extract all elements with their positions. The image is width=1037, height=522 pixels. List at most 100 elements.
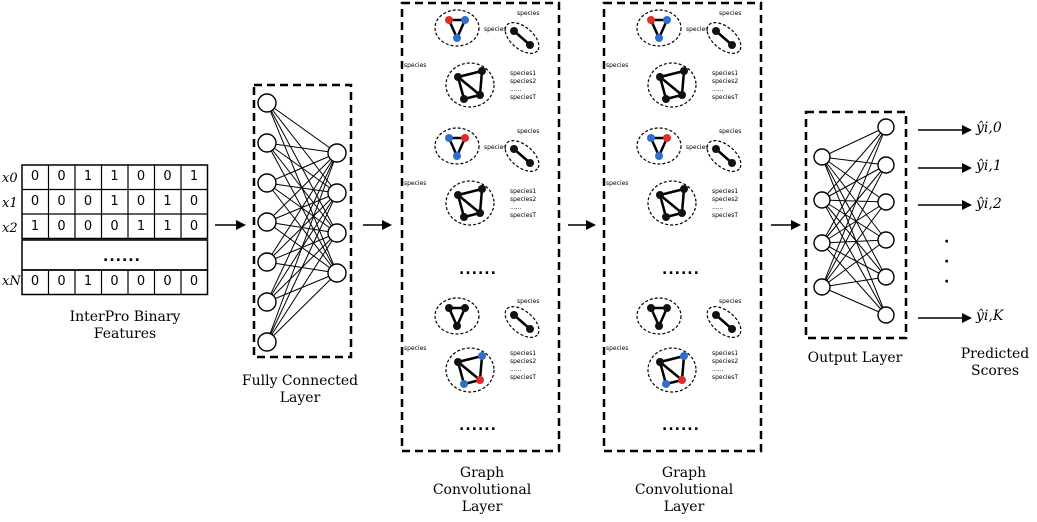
output-connection [821,201,887,288]
gcn2-group-1-cluster-node [680,67,688,75]
gcn2-group-1-species-list-3: speciesT [712,94,739,101]
gcn2-group-3-pair-node [728,325,736,333]
gcn2-group-3-cluster-node [678,376,686,384]
output-label-K: ŷi,K [976,308,1004,324]
gcn1-group-2-cluster-edge [457,187,483,197]
matrix-cell: 0 [30,169,40,184]
gcn1-group-2-species-list-2: ...... [510,204,522,211]
output-arrow-0-head [962,125,972,135]
output-label-0: ŷi,0 [976,120,1002,136]
gcn1-group-2-cluster-node [460,213,468,221]
gcn2-group-1-cluster-edge [659,69,685,79]
gcn1-group-3-species-right: species [517,298,540,305]
gcn2-group-3-triangle-hull [636,297,682,335]
gcn1-group-2-triangle-node [461,134,469,142]
gcn1-group-1-cluster-node [460,95,468,103]
gcn2-group-2-species-list-0: species1 [712,188,739,195]
fc-caption-line1: Fully Connected [241,373,359,389]
gcn2-group-1-triangle-node [655,34,663,42]
gcn1-group-1-pair-node [510,27,518,35]
gcn1-group-3-cluster-hull [445,347,495,393]
gcn2-group-2-cluster-node [656,191,664,199]
matrix-cell: 1 [189,169,199,184]
gcn1-group-1-cluster-hull [445,62,495,108]
gcn1-group-3-species-left: species [404,345,427,352]
output-vdots: · · · [944,232,949,292]
gcn1-group-2-cluster-node [478,185,486,193]
gcn2-group-1-triangle-hull [636,9,682,47]
gcn2-group-3-pair-hull [706,306,742,338]
output-connection [821,156,887,166]
gcn2-group-1-cluster-node [662,95,670,103]
gcn2-group-1-species-list-1: species2 [712,78,739,85]
output-connection [821,199,887,203]
output-connection [821,201,887,244]
output-label-1: ŷi,1 [976,158,1002,174]
gcn1-ellipsis-bottom: ...... [459,418,497,434]
gcn1-group-1-cluster-edge [457,76,481,96]
arrow-gcn1-gcn2-head [586,220,596,230]
gcn1-group-3-pair-node [526,325,534,333]
output-label-2: ŷi,2 [976,196,1002,212]
gcn1-group-1-pair-hull [504,22,540,54]
matrix-cell: 1 [83,274,93,289]
fc-hidden-neuron [327,183,347,203]
gcn2-group-3-cluster-edge [659,361,683,381]
output-connection [821,242,887,316]
gcn1-group-1-cluster-edge [457,69,483,79]
gcn1-group-3-triangle-hull [434,297,480,335]
gcn1-group-3-cluster-edge [457,354,483,364]
vdot-3: · [944,274,950,290]
output-connection [821,156,887,278]
matrix-cell: 1 [163,219,172,234]
gcn2-caption-line1: Graph [661,465,707,481]
gcn2-group-3-triangle-node [647,304,655,312]
matrix-cell: 1 [110,194,119,209]
gcn1-group-2-triangle-hull [434,127,480,165]
gcn2-group-3-species-list-1: species2 [712,358,739,365]
gcn1-group-2-cluster-node [454,191,462,199]
output-layer-caption: Output Layer [807,350,903,366]
gcn2-group-2-cluster-node [678,209,686,217]
gcn2-group-3-species-left: species [606,345,629,352]
gcn1-group-2-pair-node [510,145,518,153]
gcn1-group-1-species-top: species [484,26,507,33]
gcn1-group-2-species-top: species [484,144,507,151]
matrix-cell: 0 [57,219,66,234]
output-connection [821,199,887,316]
output-connection [821,239,887,288]
gcn1-group-1-triangle-node [445,16,453,24]
gcn1-group-2-species-list-3: speciesT [510,212,537,219]
fc-input-neuron [257,212,277,232]
gcn2-group-2-cluster-node [662,213,670,221]
output-connection [821,276,887,288]
input-caption: InterPro Binary Features [45,309,205,343]
fc-layer-box [252,83,353,359]
gcn1-group-3-species-list-0: species1 [510,350,537,357]
output-neuron [877,156,895,174]
fc-hidden-neuron [327,223,347,243]
gcn1-group-3-cluster-edge [457,361,481,381]
matrix-cell: 0 [189,219,199,234]
output-connection [821,239,887,244]
input-caption-line2: Features [93,326,157,342]
output-connection [821,242,887,278]
fc-input-neuron [257,133,277,153]
fc-connection [266,152,338,343]
matrix-cell: 1 [136,219,146,234]
gcn1-group-3-cluster-node [478,352,486,360]
gcn2-group-1-species-top: species [686,26,709,33]
gcn2-group-3-cluster-edge [659,354,685,364]
gcn2-group-2-pair-node [728,159,736,167]
gcn2-group-2-species-list-1: species2 [712,196,739,203]
gcn2-group-1-species-list-0: species1 [712,70,739,77]
gcn1-group-2-species-left: species [404,180,427,187]
input-row-label-xN: xN [2,274,21,289]
vdot-1: · [944,234,950,250]
input-row-label-x2: x2 [2,221,18,236]
gcn2-group-2-cluster-edge [680,188,686,214]
gcn2-group-2-cluster-edge [659,187,685,197]
matrix-cell: 0 [57,169,66,184]
gcn1-caption-line2: Convolutional [432,482,532,498]
